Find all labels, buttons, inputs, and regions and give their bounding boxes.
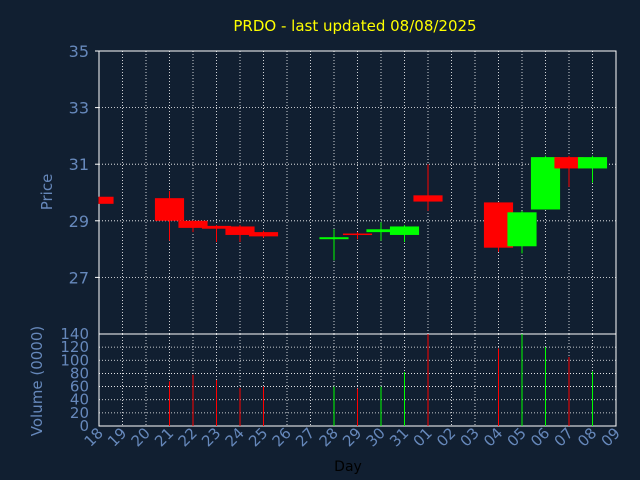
candle-body <box>319 237 349 240</box>
price-tick-label: 27 <box>69 268 89 287</box>
volume-tick-label: 60 <box>70 378 89 396</box>
volume-tick-label: 100 <box>60 351 89 369</box>
x-tick-label: 30 <box>363 424 389 450</box>
candle-body <box>201 225 232 229</box>
x-axis-ticks: 1819202122232425262728293031010203040506… <box>81 424 624 450</box>
candle-body <box>248 232 279 237</box>
candle-body <box>577 157 608 169</box>
x-tick-label: 28 <box>316 424 342 450</box>
candle-body <box>154 198 185 221</box>
candle-body <box>413 195 443 202</box>
price-tick-label: 29 <box>69 212 89 231</box>
candle-body <box>99 196 114 204</box>
x-tick-label: 19 <box>104 424 130 450</box>
volume-tick-label: 40 <box>70 391 89 409</box>
volume-bars <box>169 334 593 426</box>
volume-tick-label: 140 <box>60 325 89 343</box>
price-tick-label: 33 <box>69 99 89 118</box>
volume-tick-label: 20 <box>70 404 89 422</box>
x-tick-label: 26 <box>269 424 295 450</box>
x-tick-label: 21 <box>151 424 177 450</box>
x-tick-label: 24 <box>222 424 248 450</box>
x-tick-label: 31 <box>386 424 412 450</box>
volume-tick-label: 80 <box>70 364 89 382</box>
volume-tick-label: 0 <box>79 417 89 435</box>
x-tick-label: 20 <box>128 424 154 450</box>
x-tick-label: 08 <box>574 424 600 450</box>
candle-body <box>507 212 537 247</box>
price-axis-label: Price <box>38 174 56 211</box>
x-tick-label: 06 <box>527 424 553 450</box>
x-tick-label: 01 <box>410 424 436 450</box>
candle-body <box>342 233 373 236</box>
x-tick-label: 05 <box>504 424 530 450</box>
x-axis-label: Day <box>334 459 362 475</box>
x-tick-label: 29 <box>339 424 365 450</box>
candle-body <box>389 226 420 235</box>
candle-body <box>554 157 584 169</box>
chart-title: PRDO - last updated 08/08/2025 <box>233 17 476 35</box>
candles <box>98 155 608 261</box>
x-tick-label: 07 <box>551 424 577 450</box>
price-axis-ticks: 35 33 31 29 27 <box>69 42 89 287</box>
candle-body <box>225 226 255 235</box>
x-tick-label: 25 <box>245 424 271 450</box>
x-tick-label: 23 <box>198 424 224 450</box>
x-tick-label: 03 <box>457 424 483 450</box>
volume-tick-label: 120 <box>60 338 89 356</box>
price-grid <box>95 50 617 334</box>
x-tick-label: 02 <box>433 424 459 450</box>
x-tick-label: 27 <box>292 424 318 450</box>
x-tick-label: 22 <box>175 424 201 450</box>
candle-body <box>178 220 208 228</box>
x-tick-label: 09 <box>598 424 624 450</box>
price-tick-label: 31 <box>69 155 89 174</box>
x-tick-label: 04 <box>480 424 506 450</box>
price-tick-label: 35 <box>69 42 89 61</box>
volume-axis-label: Volume (0000) <box>28 326 46 436</box>
candle-body <box>366 229 396 233</box>
